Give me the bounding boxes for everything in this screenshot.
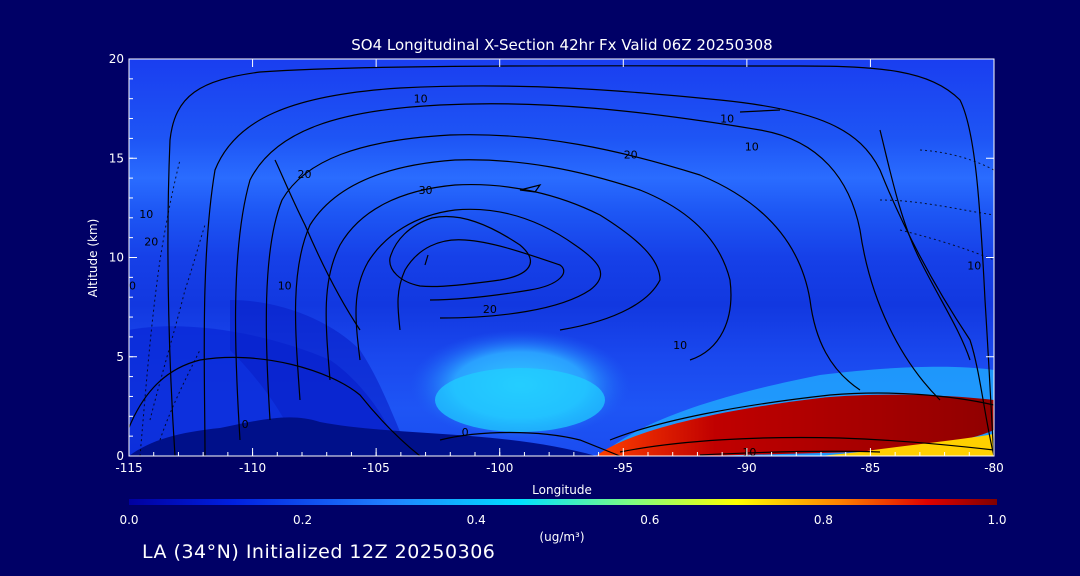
high-concentration-edge [820, 434, 994, 456]
contour-label: 10 [720, 113, 734, 126]
x-tick-label: -80 [984, 461, 1004, 475]
colorbar-tick-label: 0.0 [119, 513, 138, 527]
colorbar-tick-label: 0.6 [640, 513, 659, 527]
x-tick-label: -115 [115, 461, 142, 475]
contour-label: 30 [419, 184, 433, 197]
colorbar [129, 499, 997, 505]
colorbar-tick-label: 0.8 [814, 513, 833, 527]
y-axis-label: Altitude (km) [86, 219, 100, 298]
contour-label: 0 [462, 426, 469, 439]
x-tick-label: -95 [613, 461, 633, 475]
contour-lines [129, 65, 994, 456]
x-axis-label: Longitude [532, 483, 592, 497]
x-axis: -115 -110 -105 -100 -95 -90 -85 -80 [115, 59, 1004, 475]
dark-column [230, 300, 410, 456]
run-info-footer: LA (34°N) Initialized 12Z 20250306 [142, 541, 496, 563]
y-axis: 0 5 10 15 20 [109, 52, 994, 463]
contour-label: 20 [624, 148, 638, 161]
colorbar-tick-label: 0.2 [293, 513, 312, 527]
contour-label: 10 [745, 140, 759, 153]
contour-label: 10 [414, 93, 428, 106]
y-tick-label: 5 [116, 350, 124, 364]
chart-title: SO4 Longitudinal X-Section 42hr Fx Valid… [351, 36, 772, 54]
colorbar-tick-label: 0.4 [467, 513, 486, 527]
contour-label: 20 [483, 303, 497, 316]
x-tick-label: -85 [861, 461, 881, 475]
contour-label: 20 [297, 168, 311, 181]
colorbar-tick-label: 1.0 [987, 513, 1006, 527]
y-tick-label: 0 [116, 449, 124, 463]
contour-label: 10 [967, 259, 981, 272]
x-tick-label: -100 [486, 461, 513, 475]
y-tick-label: 15 [109, 151, 124, 165]
y-tick-label: 10 [109, 251, 124, 265]
mid-level-plume-core [435, 368, 605, 432]
contour-label: 10 [278, 279, 292, 292]
y-tick-label: 20 [109, 52, 124, 66]
contour-label: 20 [144, 236, 158, 249]
x-tick-label: -90 [737, 461, 757, 475]
colorbar-ticks: 0.0 0.2 0.4 0.6 0.8 1.0 [119, 513, 1006, 527]
terrain [129, 417, 596, 456]
colorbar-unit-label: (ug/m³) [539, 530, 584, 544]
contour-label: 10 [742, 446, 756, 459]
x-tick-label: -105 [363, 461, 390, 475]
contour-label: 10 [139, 208, 153, 221]
x-tick-label: -110 [239, 461, 266, 475]
contour-label: 10 [673, 339, 687, 352]
contour-label: 30 [122, 279, 136, 292]
contour-label: 0 [242, 418, 249, 431]
